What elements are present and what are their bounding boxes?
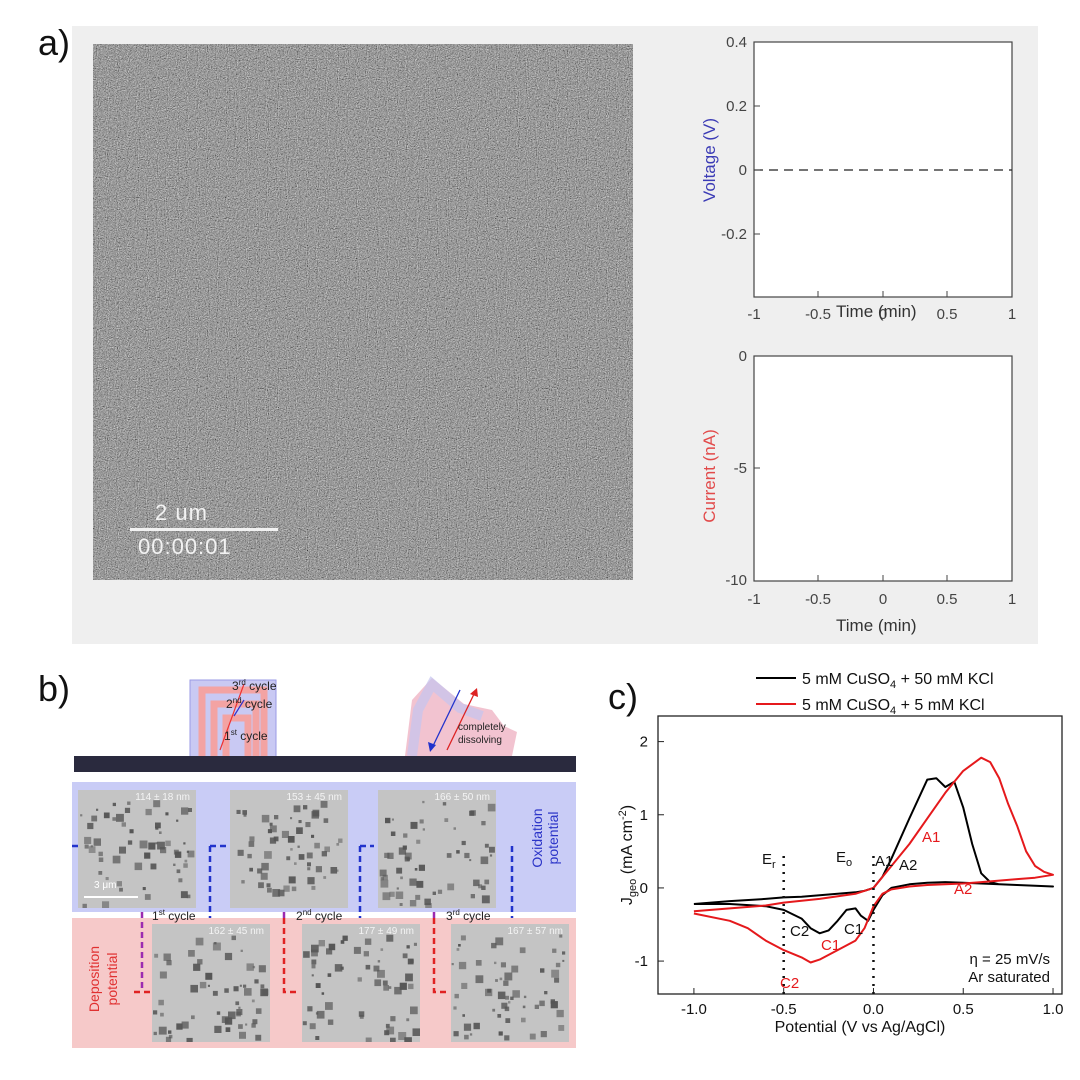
plot-frame — [657, 715, 1063, 995]
current-ytick: -10 — [725, 572, 747, 589]
annot-scan-rate: η = 25 mV/s — [970, 951, 1050, 968]
current-xtick: -1 — [747, 591, 760, 608]
oxidation-tile: 166 ± 50 nm — [378, 790, 496, 908]
series-line-black — [693, 777, 1054, 935]
tile-size-label: 166 ± 50 nm — [434, 792, 490, 803]
annot-Eo: Eo — [836, 849, 852, 869]
y-tick-label: 0 — [640, 880, 648, 897]
voltage-plot: -1 -0.5 0 0.5 1 0.4 0.2 0 -0.2 — [721, 34, 1016, 323]
legend: 5 mM CuSO4 + 50 mM KCl 5 mM CuSO4 + 5 mM… — [756, 671, 994, 717]
current-xtick: -0.5 — [805, 591, 831, 608]
legend-entry-black: 5 mM CuSO4 + 50 mM KCl — [802, 671, 994, 691]
current-ytick: -5 — [734, 460, 747, 477]
current-xlabel: Time (min) — [836, 616, 917, 635]
voltage-xtick: 1 — [1008, 306, 1016, 323]
oxidation-tile: 153 ± 45 nm — [230, 790, 348, 908]
voltage-ytick: 0.4 — [726, 34, 747, 51]
cycle-label-1: 1st cycle — [152, 908, 196, 923]
tile-size-label: 162 ± 45 nm — [208, 926, 264, 937]
tem-micrograph — [93, 44, 633, 580]
annot-atmosphere: Ar saturated — [968, 969, 1050, 986]
deposition-tile: 167 ± 57 nm — [451, 924, 569, 1042]
dissolving-label-2: dissolving — [458, 735, 502, 746]
legend-entry-red: 5 mM CuSO4 + 5 mM KCl — [802, 697, 985, 717]
cycle-label-2: 2nd cycle — [296, 908, 343, 923]
annot-A2-red: A2 — [954, 881, 972, 898]
current-xtick: 0.5 — [937, 591, 958, 608]
scale-bar-label: 2 um — [155, 500, 208, 525]
current-ylabel: Current (nA) — [700, 429, 719, 523]
voltage-xtick: -1 — [747, 306, 760, 323]
annot-C2-red: C2 — [780, 975, 799, 992]
cycle-3-label: 3rd cycle — [232, 678, 277, 693]
panel-b-schematic: 3rd cycle 2nd cycle 1st cycle completely… — [74, 676, 576, 772]
cycle-1-label: 1st cycle — [224, 728, 268, 743]
panel-b-label: b) — [38, 668, 71, 709]
voltage-ylabel: Voltage (V) — [700, 117, 719, 203]
current-plot: -1 -0.5 0 0.5 1 0 -5 -10 — [725, 348, 1016, 608]
x-tick-label: -1.0 — [681, 1001, 707, 1018]
x-tick-label: 0.0 — [863, 1001, 884, 1018]
deposition-tile: 162 ± 45 nm — [152, 924, 270, 1042]
voltage-xtick: 0 — [879, 306, 887, 323]
tile-size-label: 167 ± 57 nm — [507, 926, 563, 937]
voltage-xlabel: Time (min) — [836, 302, 917, 321]
current-ytick: 0 — [739, 348, 747, 365]
deposition-tile: 177 ± 49 nm — [302, 924, 420, 1042]
tile-scale-bar — [84, 896, 138, 898]
scale-bar — [130, 528, 278, 531]
oxidation-tile: 114 ± 18 nm 3 μm — [78, 790, 196, 908]
cv-chart: 5 mM CuSO4 + 50 mM KCl 5 mM CuSO4 + 5 mM… — [617, 671, 1064, 1036]
tile-size-label: 114 ± 18 nm — [135, 792, 190, 803]
annot-A2-black: A2 — [899, 857, 917, 874]
tile-size-label: 177 ± 49 nm — [358, 926, 414, 937]
voltage-xtick: 0.5 — [937, 306, 958, 323]
y-tick-label: -1 — [635, 953, 648, 970]
tile-connectors — [72, 844, 514, 994]
voltage-ytick: 0.2 — [726, 98, 747, 115]
cycle-label-3: 3rd cycle — [446, 908, 491, 923]
annot-A1-red: A1 — [922, 829, 940, 846]
cv-xlabel: Potential (V vs Ag/AgCl) — [775, 1019, 946, 1036]
x-tick-label: 1.0 — [1043, 1001, 1064, 1018]
current-xtick: 0 — [879, 591, 887, 608]
timestamp: 00:00:01 — [138, 534, 232, 559]
x-tick-label: 0.5 — [953, 1001, 974, 1018]
y-tick-label: 1 — [640, 807, 648, 824]
cv-ylabel: Jgeo (mA cm-2) — [617, 805, 639, 905]
voltage-ytick: 0 — [739, 162, 747, 179]
annot-C1-black: C1 — [844, 921, 863, 938]
tile-scale-label: 3 μm — [94, 880, 117, 891]
voltage-ytick: -0.2 — [721, 226, 747, 243]
x-tick-label: -0.5 — [771, 1001, 797, 1018]
current-xtick: 1 — [1008, 591, 1016, 608]
annot-C2-black: C2 — [790, 923, 809, 940]
panel-c-label: c) — [608, 676, 638, 717]
annot-Er: Er — [762, 851, 776, 871]
tile-size-label: 153 ± 45 nm — [286, 792, 342, 803]
panel-a-label: a) — [38, 22, 71, 63]
cycle-2-label: 2nd cycle — [226, 696, 273, 711]
dissolving-label-1: completely — [458, 722, 506, 733]
voltage-xtick: -0.5 — [805, 306, 831, 323]
annot-C1-red: C1 — [821, 937, 840, 954]
series-line-red — [693, 756, 1054, 964]
annot-A1-black: A1 — [875, 853, 893, 870]
y-tick-label: 2 — [640, 734, 648, 751]
